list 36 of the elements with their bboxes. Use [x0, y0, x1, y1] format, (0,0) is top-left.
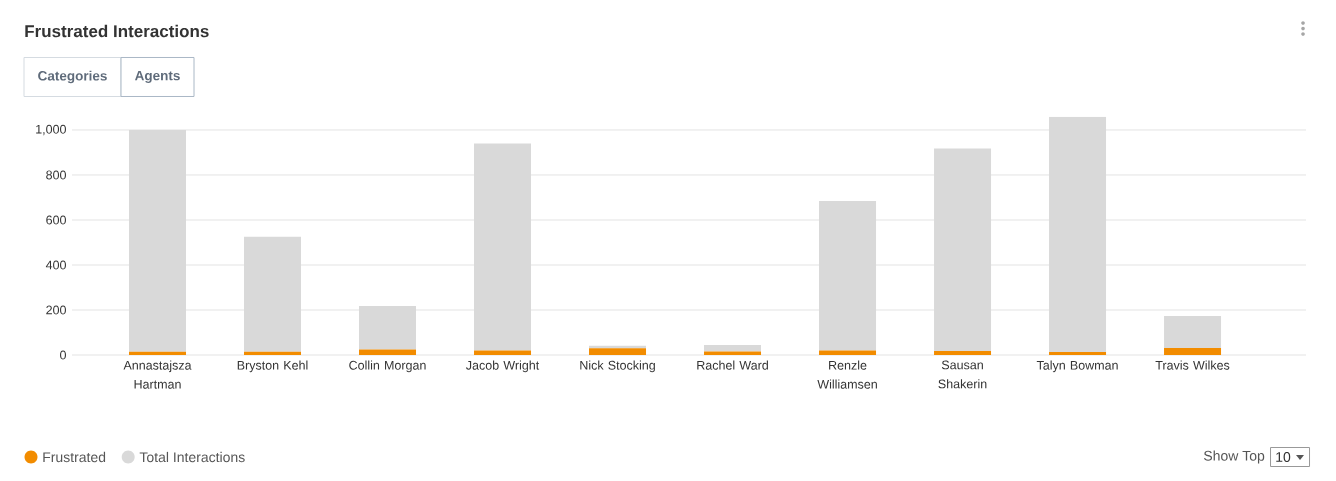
x-tick-label: Nick Stocking [580, 360, 655, 373]
x-tick-label: Bryston Kehl [237, 360, 308, 373]
legend-label: Frustrated [43, 451, 106, 463]
x-tick-label: Renzle Williamsen [817, 360, 877, 389]
bar [1049, 352, 1107, 355]
bar [474, 143, 532, 351]
text: 10 [1276, 452, 1291, 462]
bar [1164, 348, 1222, 355]
text: Show Top [1203, 450, 1265, 464]
y-tick-label: 600 [46, 215, 66, 225]
chart-title: Frustrated Interactions [25, 24, 209, 38]
y-tick-label: 1,000 [36, 124, 66, 136]
x-tick-label: Collin Morgan [349, 360, 426, 373]
legend-label: Total Interactions [139, 451, 245, 463]
bar [589, 348, 647, 355]
y-tick-label: 0 [60, 350, 66, 360]
x-tick-label: Annastajsza Hartman [123, 360, 192, 389]
x-tick-label: Travis Wilkes [1155, 360, 1230, 370]
y-tick-label: 400 [45, 260, 66, 270]
bar [244, 236, 302, 352]
text: Agents [134, 70, 180, 84]
x-tick-label: Talyn Bowman [1036, 360, 1118, 373]
bar [704, 351, 762, 355]
bar [704, 345, 762, 352]
bar [934, 148, 992, 351]
x-tick-label: Jacob Wright [466, 360, 540, 373]
bar [934, 350, 992, 355]
bar [1164, 316, 1222, 349]
y-tick-label: 200 [46, 305, 66, 315]
text: Categories [38, 70, 107, 84]
x-tick-label: Rachel Ward [697, 360, 768, 370]
x-tick-label: Sausan Shakerin [938, 360, 987, 389]
bar [359, 305, 417, 350]
bar [819, 201, 877, 351]
y-tick-label: 800 [46, 170, 66, 180]
bar [359, 349, 417, 355]
